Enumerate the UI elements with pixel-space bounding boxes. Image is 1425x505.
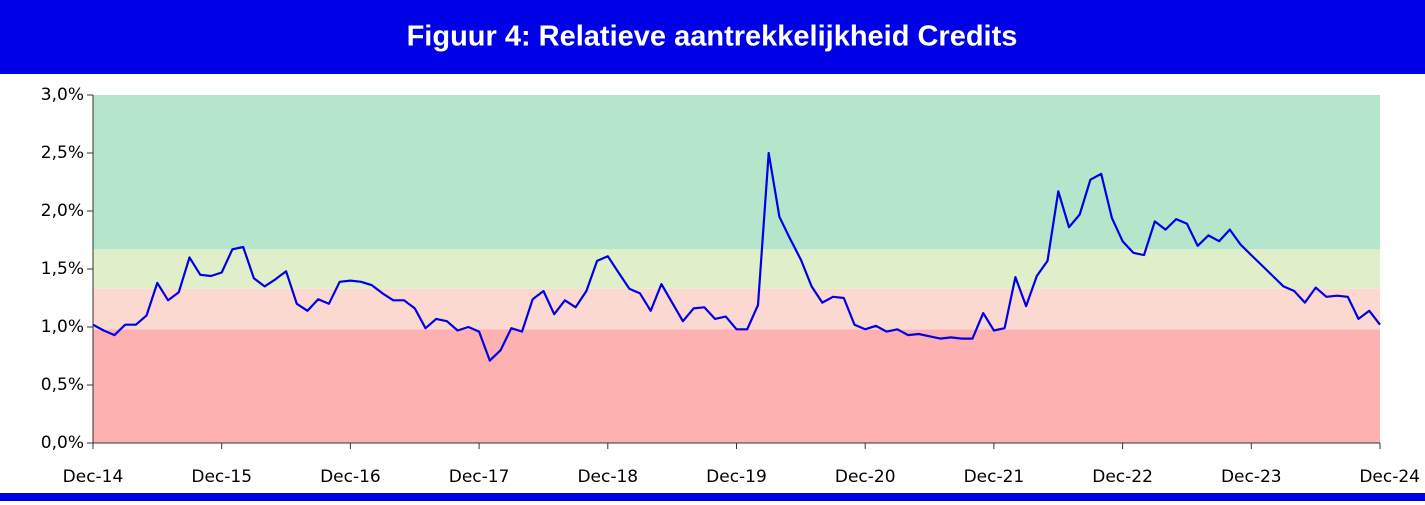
bands <box>93 95 1380 443</box>
x-tick-label: Dec-14 <box>63 467 124 487</box>
band <box>93 249 1380 289</box>
y-tick-label: 2,5% <box>41 143 84 163</box>
band <box>93 288 1380 330</box>
x-tick-label: Dec-22 <box>1092 467 1153 487</box>
y-tick-label: 0,0% <box>41 433 84 453</box>
x-tick-label: Dec-18 <box>577 467 638 487</box>
title-bar <box>0 0 1425 74</box>
bottom-bar <box>0 493 1425 501</box>
y-tick-label: 1,0% <box>41 317 84 337</box>
line-series <box>92 151 1381 362</box>
x-tick-label: Dec-19 <box>706 467 767 487</box>
x-tick-label: Dec-15 <box>191 467 252 487</box>
band <box>93 329 1380 443</box>
plot <box>92 151 1381 362</box>
x-tick-label: Dec-24 <box>1359 467 1420 487</box>
chart-title: Figuur 4: Relatieve aantrekkelijkheid Cr… <box>407 21 1018 53</box>
band <box>93 95 1380 250</box>
x-tick-label: Dec-17 <box>449 467 510 487</box>
y-tick-label: 0,5% <box>41 375 84 395</box>
x-tick-label: Dec-21 <box>964 467 1025 487</box>
x-tick-label: Dec-23 <box>1221 467 1282 487</box>
x-tick-label: Dec-20 <box>835 467 896 487</box>
y-tick-label: 1,5% <box>41 259 84 279</box>
x-tick-label: Dec-16 <box>320 467 381 487</box>
y-tick-label: 2,0% <box>41 201 84 221</box>
y-tick-label: 3,0% <box>41 85 84 105</box>
